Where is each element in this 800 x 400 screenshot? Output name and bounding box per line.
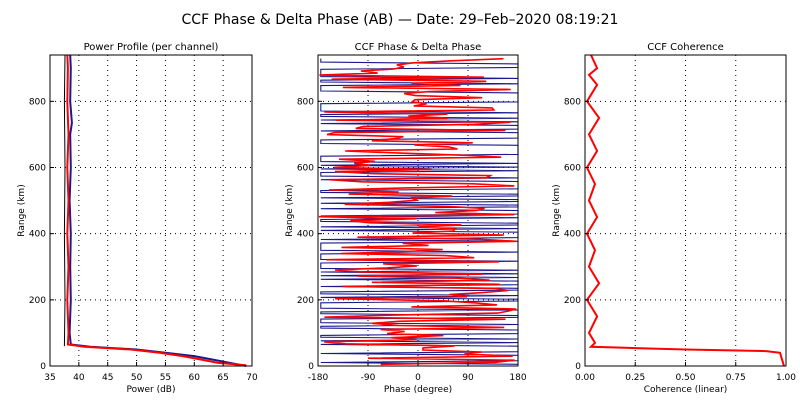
y-tick-label: 200 <box>29 296 46 306</box>
x-tick-label: 55 <box>160 373 171 383</box>
panel-title: Power Profile (per channel) <box>84 42 219 53</box>
x-tick-label: 35 <box>44 373 55 383</box>
y-axis-label: Range (km) <box>552 184 562 236</box>
y-tick-label: 0 <box>308 362 314 372</box>
x-axis-label: Phase (degree) <box>384 385 452 395</box>
y-tick-label: 400 <box>564 230 581 240</box>
x-axis-label: Power (dB) <box>127 385 176 395</box>
x-axis-label: Coherence (linear) <box>644 385 728 395</box>
x-tick-label: 60 <box>189 373 201 383</box>
x-tick-label: 0.50 <box>675 373 695 383</box>
y-tick-label: 600 <box>297 163 314 173</box>
panel-title: CCF Phase & Delta Phase <box>355 42 482 53</box>
x-tick-label: 50 <box>131 373 143 383</box>
x-tick-label: 70 <box>246 373 258 383</box>
series-red-line <box>66 54 247 367</box>
y-tick-label: 200 <box>564 296 581 306</box>
y-tick-label: 0 <box>575 362 581 372</box>
y-tick-label: 400 <box>29 230 46 240</box>
x-tick-label: 45 <box>102 373 113 383</box>
y-axis-label: Range (km) <box>285 184 295 236</box>
x-tick-label: 90 <box>462 373 474 383</box>
figure-title: CCF Phase & Delta Phase (AB) — Date: 29–… <box>182 12 619 28</box>
y-tick-label: 800 <box>564 97 581 107</box>
y-axis-label: Range (km) <box>17 184 27 236</box>
y-tick-label: 800 <box>29 97 46 107</box>
x-tick-label: 0.75 <box>726 373 746 383</box>
x-tick-label: -90 <box>361 373 376 383</box>
y-tick-label: 0 <box>40 362 46 372</box>
x-tick-label: 0.25 <box>625 373 645 383</box>
y-tick-label: 800 <box>297 97 314 107</box>
x-tick-label: 65 <box>217 373 228 383</box>
plot-area <box>63 54 247 367</box>
series-red-line <box>318 57 517 366</box>
series-black-line <box>63 54 66 347</box>
x-tick-label: -180 <box>308 373 329 383</box>
y-tick-label: 200 <box>297 296 314 306</box>
y-tick-label: 600 <box>29 163 46 173</box>
series-blue-line <box>68 54 247 367</box>
x-tick-label: 1.00 <box>776 373 796 383</box>
y-tick-label: 400 <box>297 230 314 240</box>
x-tick-label: 180 <box>509 373 526 383</box>
panel-frame <box>49 54 253 367</box>
panel-title: CCF Coherence <box>647 42 724 53</box>
x-tick-label: 0 <box>415 373 421 383</box>
plot-area <box>318 57 519 366</box>
x-tick-label: 0.00 <box>575 373 595 383</box>
x-tick-label: 40 <box>73 373 85 383</box>
y-tick-label: 600 <box>564 163 581 173</box>
